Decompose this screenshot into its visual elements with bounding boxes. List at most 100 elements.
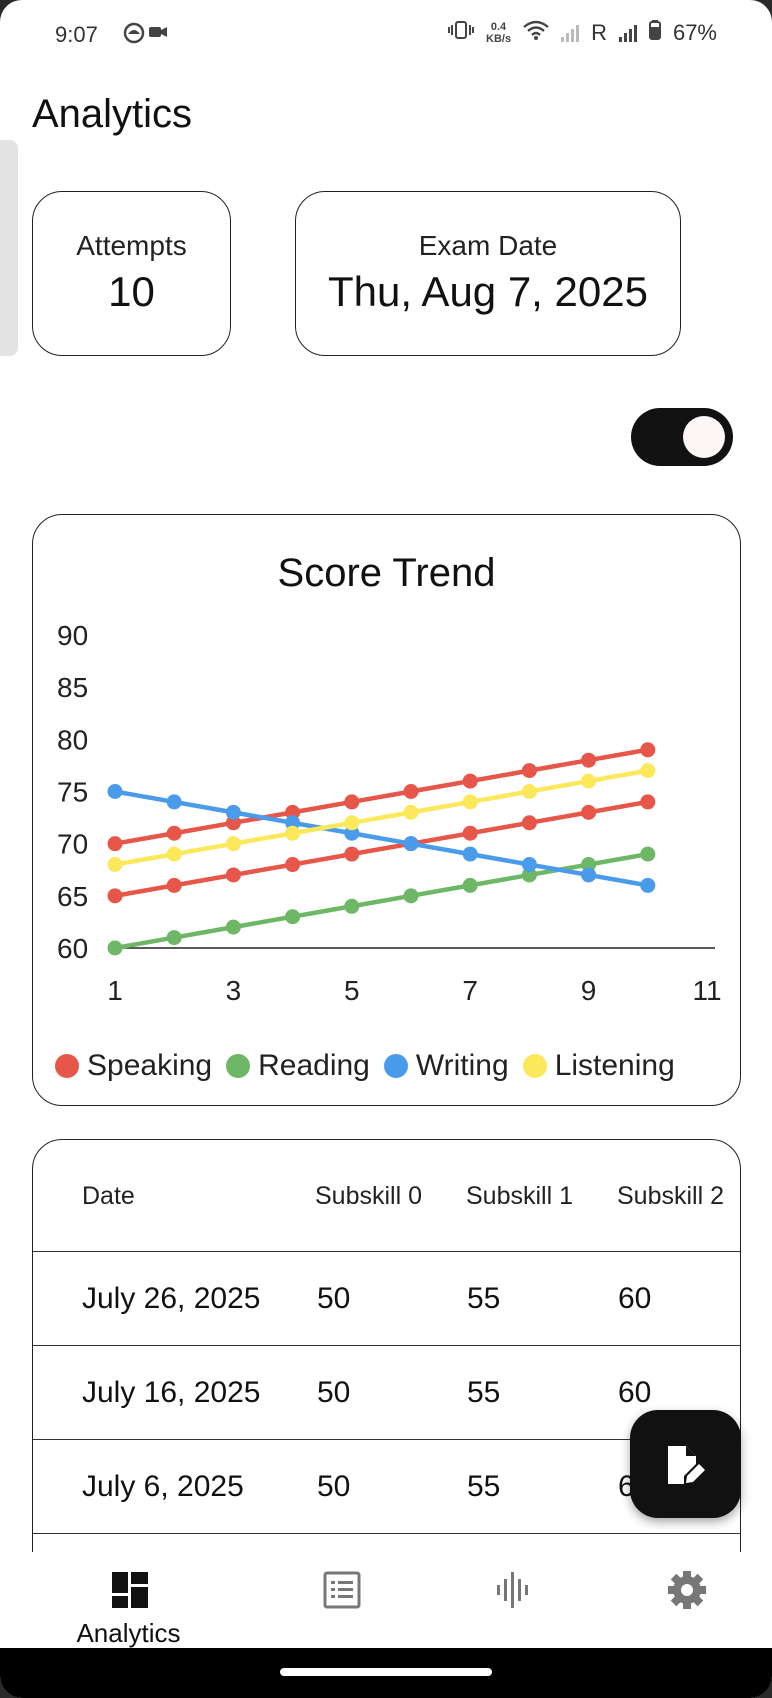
legend-item-listening: Listening — [522, 1049, 675, 1083]
data-point-listening — [107, 857, 123, 873]
data-point-listening — [521, 784, 537, 799]
x-tick-label: 11 — [692, 975, 721, 1006]
audio-wave-icon — [497, 1572, 528, 1608]
cell-subskill-1: 55 — [467, 1376, 501, 1409]
edit-note-fab[interactable] — [630, 1410, 741, 1518]
data-point-speaking — [285, 804, 301, 820]
y-tick-label: 80 — [57, 724, 88, 755]
data-point-writing — [344, 825, 360, 841]
y-tick-label: 60 — [57, 933, 88, 964]
data-point-listening — [640, 763, 656, 779]
edit-note-icon — [668, 1446, 705, 1484]
exam-date-card[interactable]: Exam Date Thu, Aug 7, 2025 — [295, 191, 681, 356]
status-right-cluster: 0.4 KB/s R 67% — [448, 20, 717, 46]
data-point-speaking — [166, 877, 182, 893]
cell-subskill-0: 50 — [317, 1282, 351, 1315]
data-point-listening — [462, 794, 478, 810]
legend-item-reading: Reading — [226, 1049, 370, 1083]
score-trend-card: Score Trend 60 65 70 75 80 85 90 1 3 5 7 9 11 Speaki… — [32, 514, 741, 1106]
nav-settings[interactable] — [591, 1552, 772, 1648]
data-point-speaking — [285, 857, 301, 873]
x-tick-label: 3 — [226, 975, 242, 1006]
battery-percent: 67% — [672, 20, 717, 45]
page-title: Analytics — [32, 92, 193, 136]
cell-subskill-0: 50 — [317, 1470, 351, 1503]
column-header-subskill-0: Subskill 0 — [315, 1182, 422, 1210]
exam-date-label: Exam Date — [418, 230, 558, 261]
data-point-reading — [285, 909, 301, 925]
column-header-date: Date — [82, 1182, 135, 1210]
data-point-listening — [581, 773, 597, 789]
dashboard-icon — [112, 1572, 148, 1608]
x-tick-label: 9 — [581, 975, 597, 1006]
data-point-speaking — [640, 742, 656, 758]
cell-subskill-1: 55 — [467, 1470, 501, 1503]
y-tick-label: 70 — [57, 829, 88, 860]
wifi-icon — [523, 20, 549, 46]
data-point-speaking — [521, 763, 537, 779]
legend-label: Writing — [415, 1049, 509, 1082]
cell-date: July 6, 2025 — [82, 1470, 244, 1503]
data-point-writing — [285, 815, 301, 831]
legend-label: Reading — [258, 1049, 370, 1082]
view-toggle-switch[interactable] — [631, 408, 733, 466]
gear-icon — [668, 1571, 706, 1609]
column-header-subskill-2: Subskill 2 — [617, 1182, 724, 1210]
series-line-reading — [114, 851, 649, 951]
legend-item-speaking: Speaking — [55, 1049, 212, 1083]
data-point-writing — [403, 836, 419, 852]
legend-swatch — [383, 1054, 408, 1078]
data-point-writing — [462, 846, 478, 862]
nav-list[interactable] — [246, 1552, 439, 1648]
data-point-reading — [640, 846, 656, 862]
data-point-listening — [285, 825, 301, 841]
data-point-speaking — [107, 888, 123, 904]
table-row[interactable]: July 16, 2025 50 55 60 — [33, 1346, 740, 1440]
chart-legend: Speaking Reading Writing Listening — [55, 1049, 675, 1083]
legend-label: Speaking — [87, 1049, 213, 1082]
table-row[interactable]: July 26, 2025 50 55 60 — [33, 1252, 740, 1346]
video-camera-icon — [148, 22, 168, 48]
x-tick-label: 7 — [462, 975, 478, 1006]
system-navigation-bar — [0, 1648, 772, 1698]
data-point-speaking — [403, 784, 419, 799]
attempts-value: 10 — [108, 268, 155, 315]
x-tick-label: 1 — [107, 975, 123, 1006]
signal-sim2-icon — [618, 24, 637, 42]
status-time: 9:07 — [55, 22, 98, 47]
cell-subskill-2: 60 — [618, 1376, 652, 1409]
series-line-speaking — [114, 799, 649, 899]
legend-swatch — [226, 1054, 251, 1078]
table-header-row: Date Subskill 0 Subskill 1 Subskill 2 — [33, 1140, 740, 1252]
data-point-writing — [166, 794, 182, 810]
data-point-speaking — [225, 867, 241, 883]
y-tick-label: 75 — [57, 777, 88, 808]
edge-panel-handle[interactable] — [0, 140, 18, 356]
score-trend-chart: 60 65 70 75 80 85 90 1 3 5 7 9 11 — [57, 620, 722, 1006]
data-point-speaking — [521, 815, 537, 831]
data-point-writing — [581, 867, 597, 883]
exam-date-value: Thu, Aug 7, 2025 — [328, 268, 648, 315]
data-point-speaking — [344, 846, 360, 862]
cell-subskill-2: 60 — [618, 1282, 652, 1315]
toggle-knob — [683, 416, 725, 458]
data-point-speaking — [581, 752, 597, 768]
data-point-reading — [581, 857, 597, 873]
data-point-reading — [403, 888, 419, 904]
data-point-speaking — [462, 825, 478, 841]
legend-swatch — [55, 1054, 79, 1078]
data-point-reading — [225, 919, 241, 935]
signal-sim1-icon — [561, 24, 580, 42]
battery-icon — [648, 20, 661, 46]
y-tick-label: 90 — [57, 620, 88, 651]
data-point-speaking — [225, 815, 241, 831]
net-speed: 0.4 KB/s — [486, 21, 511, 45]
data-point-reading — [521, 867, 537, 883]
data-point-listening — [403, 804, 419, 820]
cell-subskill-0: 50 — [317, 1376, 351, 1409]
nav-analytics[interactable]: Analytics — [32, 1552, 225, 1648]
list-icon — [323, 1571, 361, 1609]
home-gesture-pill[interactable] — [280, 1668, 492, 1676]
nav-audio[interactable] — [419, 1552, 612, 1648]
series-line-speaking — [114, 747, 649, 846]
